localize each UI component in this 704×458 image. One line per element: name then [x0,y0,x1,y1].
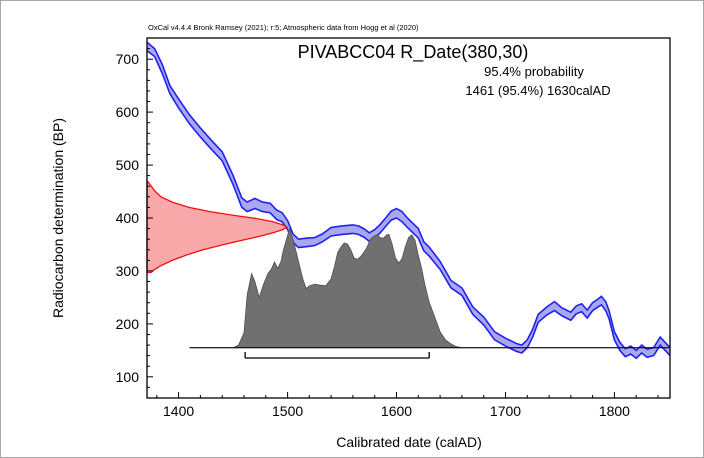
x-tick-label: 1600 [381,403,412,419]
y-axis-label: Radiocarbon determination (BP) [50,118,66,318]
range-bar-layer [244,352,430,359]
y-tick-label: 600 [116,104,140,120]
x-tick-label: 1800 [599,403,630,419]
y-tick-label: 700 [116,51,140,67]
posterior-distribution [189,227,669,349]
x-axis-label: Calibrated date (calAD) [336,434,482,450]
probability-label: 95.4% probability [484,64,584,79]
posterior-layer [189,227,669,349]
calibration-curve-layer [146,41,671,360]
calibration-curve-upper [146,41,671,352]
y-tick-label: 400 [116,210,140,226]
radiocarbon-distribution [146,179,289,274]
calibration-curve-lower [146,50,671,360]
y-tick-label: 100 [116,369,140,385]
y-tick-label: 300 [116,263,140,279]
oxcal-header-text: OxCal v4.4.4 Bronk Ramsey (2021); r:5; A… [148,23,419,32]
axis-layer: 1400 1500 1600 1700 1800 100 200 300 400 500 600 70… [116,37,659,419]
y-tick-label: 200 [116,316,140,332]
y-tick-label: 500 [116,157,140,173]
x-tick-label: 1700 [490,403,521,419]
x-tick-label: 1400 [163,403,194,419]
chart-title: PIVABCC04 R_Date(380,30) [298,42,529,63]
radiocarbon-layer [146,179,289,274]
x-tick-label: 1500 [272,403,303,419]
range-label: 1461 (95.4%) 1630calAD [465,83,610,98]
